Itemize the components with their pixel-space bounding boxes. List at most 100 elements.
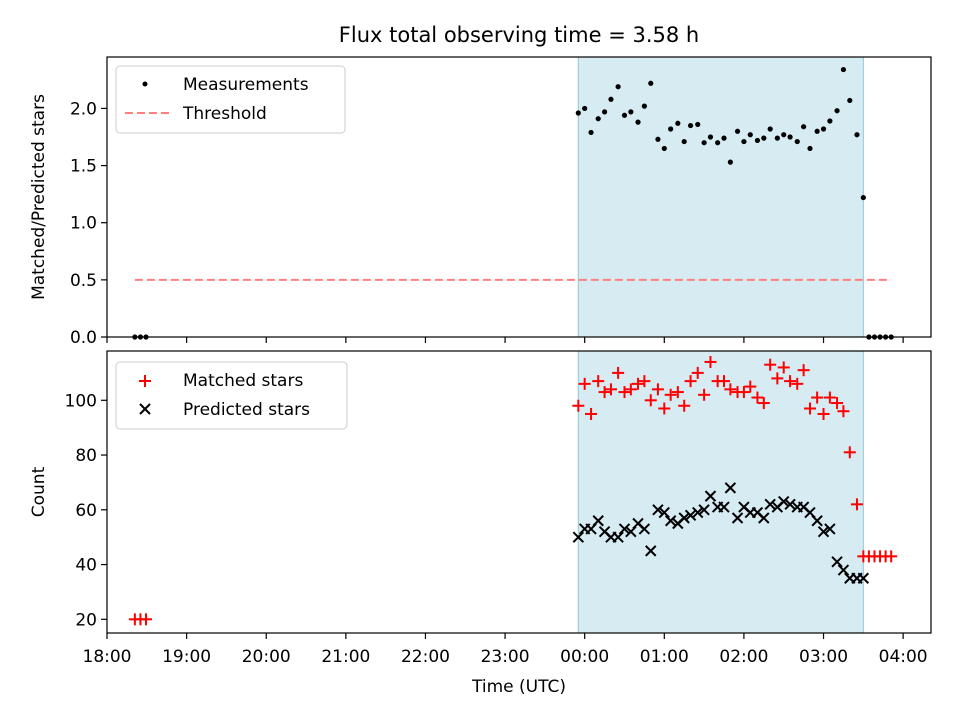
matched-star-point	[604, 383, 617, 396]
matched-stars-points	[128, 355, 898, 626]
top-observing-span	[577, 56, 864, 338]
measurement-point	[807, 145, 813, 152]
measurement-point	[655, 136, 661, 142]
predicted-star-point	[664, 515, 677, 527]
predicted-star-point	[618, 523, 631, 535]
matched-star-point	[764, 358, 777, 371]
matched-star-point	[644, 394, 657, 407]
measurement-point	[734, 128, 741, 134]
y-tick-label: 2.0	[70, 99, 97, 119]
legend-matched-label: Matched stars	[183, 371, 303, 391]
matched-star-point	[671, 386, 684, 399]
predicted-star-point	[811, 515, 823, 527]
predicted-star-point	[572, 531, 585, 543]
measurement-point	[834, 108, 840, 114]
matched-star-point	[850, 498, 863, 511]
measurement-point	[575, 110, 581, 116]
y-tick-label: 20	[75, 610, 97, 630]
matched-star-point	[831, 397, 844, 410]
matched-star-point	[618, 386, 631, 399]
predicted-star-point	[612, 531, 624, 543]
measurement-points	[132, 66, 894, 340]
x-tick-label: 02:00	[719, 647, 768, 667]
matched-star-point	[598, 386, 611, 399]
bottom-y-axis-label: Count	[29, 466, 49, 517]
predicted-star-point	[638, 523, 651, 535]
matched-star-point	[811, 391, 824, 404]
legend-predicted-label: Predicted stars	[183, 400, 310, 420]
x-tick-label: 00:00	[560, 647, 609, 667]
matched-star-point	[724, 383, 737, 396]
predicted-star-point	[698, 504, 710, 516]
top-legend: Measurements Threshold	[115, 65, 346, 134]
measurement-point	[781, 132, 787, 138]
measurement-point	[695, 121, 701, 128]
top-x-ticks	[106, 337, 904, 343]
matched-star-point	[578, 377, 591, 390]
bottom-legend: Matched stars Predicted stars	[115, 361, 348, 430]
matched-star-point	[784, 375, 797, 388]
predicted-stars-points	[572, 482, 870, 584]
top-panel: 0.00.51.01.52.0 Matched/Predicted stars …	[29, 56, 932, 348]
x-tick-label: 01:00	[640, 647, 689, 667]
chart-title: Flux total observing time = 3.58 h	[339, 23, 699, 47]
matched-star-point	[612, 366, 625, 379]
legend-predicted-marker	[139, 403, 151, 415]
measurement-point	[741, 138, 747, 145]
measurement-point	[687, 122, 694, 129]
measurement-point	[847, 97, 853, 104]
predicted-star-point	[837, 564, 850, 576]
predicted-star-point	[831, 556, 843, 568]
matched-star-point	[664, 388, 677, 401]
measurement-point	[668, 126, 674, 132]
predicted-star-point	[731, 512, 744, 524]
predicted-star-point	[652, 504, 664, 516]
predicted-star-point	[678, 512, 690, 524]
top-y-axis-label: Matched/Predicted stars	[29, 94, 49, 300]
measurement-point	[675, 120, 681, 126]
measurement-point	[701, 140, 707, 146]
top-axes-frame	[106, 56, 932, 338]
measurement-point	[767, 126, 773, 132]
measurement-point	[747, 132, 753, 138]
legend-measurement-marker	[142, 81, 148, 87]
x-tick-label: 03:00	[799, 647, 848, 667]
predicted-star-point	[592, 515, 604, 527]
x-tick-label: 18:00	[83, 647, 132, 667]
measurement-point	[601, 109, 608, 115]
matched-star-point	[691, 366, 704, 379]
measurement-point	[794, 138, 800, 145]
measurement-point	[595, 116, 601, 122]
measurement-point	[588, 129, 594, 136]
measurement-point	[820, 126, 827, 132]
bottom-y-ticks: 20 40 60 80 100	[65, 391, 107, 630]
predicted-star-point	[764, 498, 776, 511]
bottom-observing-span	[577, 350, 864, 634]
matched-star-point	[624, 383, 637, 396]
matched-star-point	[651, 383, 664, 396]
measurement-point	[787, 134, 793, 140]
measurement-point	[721, 135, 727, 141]
predicted-star-point	[645, 545, 657, 557]
measurement-point	[635, 119, 641, 125]
y-tick-label: 1.0	[70, 214, 97, 234]
matched-star-point	[797, 364, 810, 377]
matched-star-point	[791, 377, 804, 390]
predicted-star-point	[684, 509, 697, 521]
measurement-point	[761, 135, 767, 141]
bottom-x-ticks: 18:00 19:00 20:00 21:00 22:00 23:00 00:00 01:00…	[83, 633, 928, 667]
measurement-point	[727, 159, 733, 165]
measurement-point	[681, 138, 687, 145]
measurement-point	[648, 80, 654, 86]
measurement-point	[715, 140, 721, 146]
matched-star-point	[823, 391, 836, 404]
measurement-point	[840, 66, 847, 73]
measurement-point	[854, 132, 860, 138]
y-tick-label: 0.0	[70, 328, 97, 348]
predicted-star-point	[704, 490, 717, 502]
top-y-ticks: 0.0 0.5 1.0 1.5 2.0	[70, 99, 107, 348]
x-tick-label: 22:00	[401, 647, 450, 667]
y-tick-label: 1.5	[70, 157, 97, 177]
legend-matched-marker	[139, 375, 151, 387]
